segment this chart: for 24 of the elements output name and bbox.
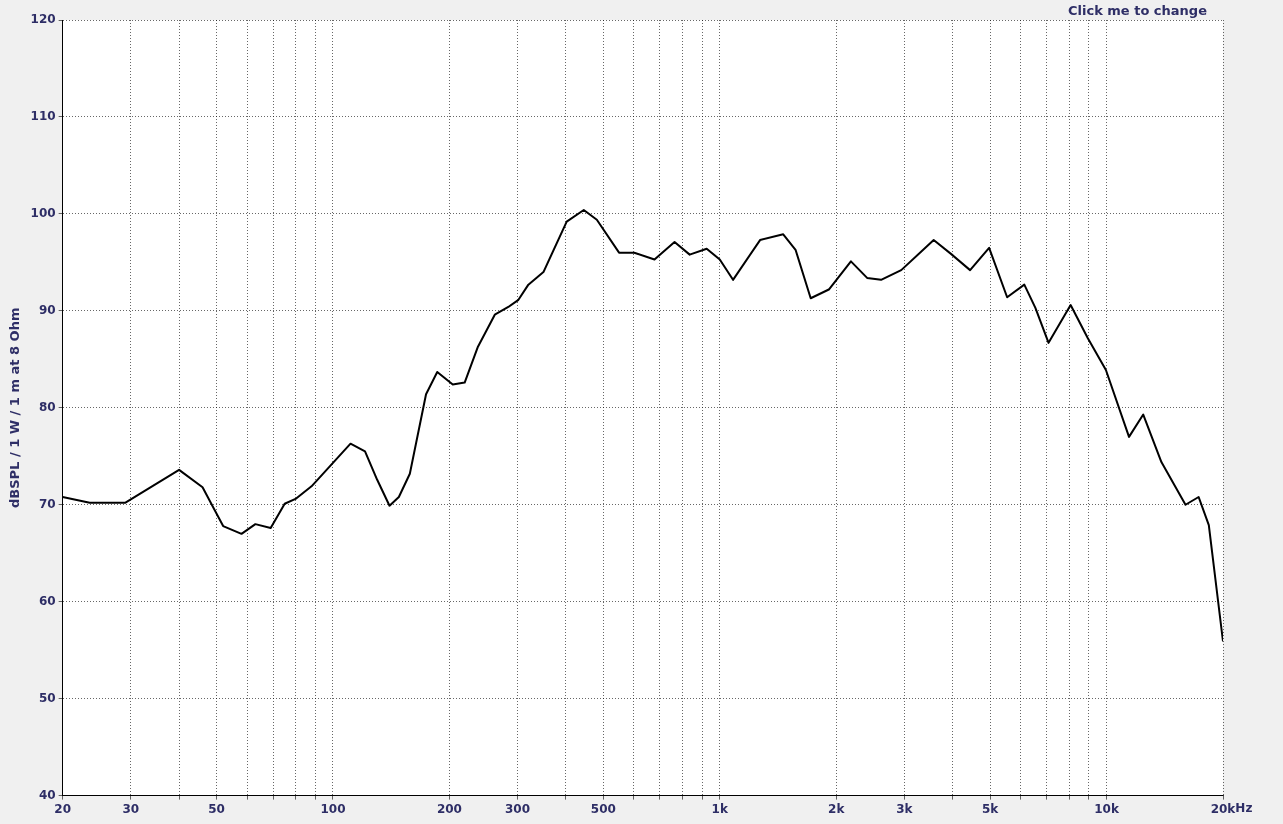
x-tick-label: 500 xyxy=(590,801,616,816)
y-tick-label: 40 xyxy=(38,787,56,802)
y-tick-label: 90 xyxy=(38,302,56,317)
x-tick-label: 20 xyxy=(54,801,71,816)
x-tick-label: 100 xyxy=(320,801,346,816)
x-axis-title: Hz xyxy=(1235,800,1253,815)
x-tick-label: 200 xyxy=(436,801,462,816)
y-tick-label: 50 xyxy=(38,690,56,705)
y-axis-title: dBSPL / 1 W / 1 m at 8 Ohm xyxy=(7,307,23,509)
x-tick-label: 2k xyxy=(828,801,846,816)
y-tick-label: 80 xyxy=(38,399,56,414)
y-tick-label: 110 xyxy=(30,109,56,124)
text: Click me to change xyxy=(1067,2,1208,18)
x-tick-label: 30 xyxy=(122,801,140,816)
x-tick-label: 1k xyxy=(711,801,729,816)
x-tick-label: 3k xyxy=(896,801,914,816)
x-tick-label: 300 xyxy=(505,801,531,816)
y-tick-label: 100 xyxy=(30,206,56,221)
y-tick-label: 60 xyxy=(38,593,56,608)
y-tick-label: 70 xyxy=(38,496,56,511)
x-tick-label: 5k xyxy=(981,801,1000,816)
x-tick-label: 10k xyxy=(1094,801,1120,816)
x-tick-label: 50 xyxy=(208,801,225,816)
y-tick-label: 120 xyxy=(30,12,56,27)
